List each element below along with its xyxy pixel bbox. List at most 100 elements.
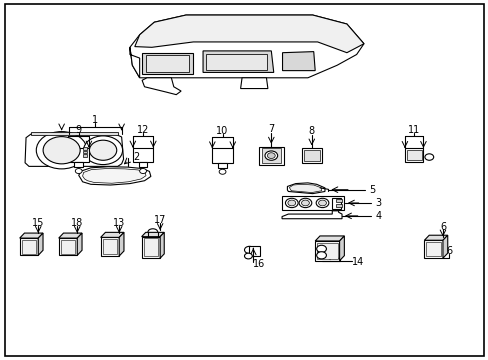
Circle shape (287, 200, 295, 206)
Circle shape (318, 200, 326, 206)
Polygon shape (203, 51, 273, 72)
Polygon shape (142, 78, 181, 95)
Text: 3: 3 (375, 198, 381, 208)
Polygon shape (38, 233, 43, 255)
Circle shape (244, 253, 252, 259)
Bar (146, 55, 188, 72)
Text: 18: 18 (71, 218, 83, 228)
Text: 6: 6 (446, 246, 451, 256)
Text: 5: 5 (369, 185, 375, 195)
Polygon shape (160, 232, 164, 258)
Text: 8: 8 (308, 126, 314, 136)
Bar (304, 150, 319, 161)
Text: 17: 17 (154, 215, 166, 225)
Circle shape (264, 151, 277, 160)
Text: 12: 12 (137, 125, 149, 135)
Text: 1: 1 (92, 116, 98, 126)
Polygon shape (130, 47, 140, 78)
Circle shape (75, 168, 82, 174)
Text: 7: 7 (267, 125, 274, 134)
Bar (21, 240, 36, 253)
Circle shape (89, 140, 117, 160)
Bar (133, 148, 153, 162)
Bar (331, 198, 340, 209)
Polygon shape (101, 237, 119, 256)
Polygon shape (424, 240, 442, 258)
Polygon shape (77, 233, 82, 255)
Text: 6: 6 (439, 222, 445, 231)
Bar (82, 150, 87, 153)
Bar (218, 163, 226, 168)
Polygon shape (135, 15, 363, 53)
Bar (74, 162, 83, 167)
Circle shape (244, 246, 254, 253)
Circle shape (299, 198, 311, 208)
Bar (426, 242, 440, 256)
Bar (82, 154, 87, 157)
Bar (68, 148, 89, 162)
Polygon shape (315, 241, 339, 261)
Circle shape (43, 136, 80, 164)
Circle shape (316, 198, 328, 208)
Polygon shape (20, 233, 43, 238)
Circle shape (285, 198, 298, 208)
Bar (335, 204, 341, 207)
Polygon shape (240, 78, 267, 89)
Bar (249, 246, 260, 256)
Polygon shape (59, 238, 77, 255)
Polygon shape (424, 235, 447, 240)
Bar (61, 240, 75, 253)
Bar (261, 148, 281, 163)
Polygon shape (119, 232, 124, 256)
Circle shape (267, 153, 275, 158)
Bar (406, 149, 421, 160)
Circle shape (83, 136, 122, 165)
Circle shape (301, 200, 309, 206)
Bar (302, 148, 321, 163)
Polygon shape (20, 238, 38, 255)
Circle shape (36, 132, 87, 169)
Polygon shape (25, 134, 123, 166)
Polygon shape (142, 53, 193, 74)
Polygon shape (442, 235, 447, 258)
Bar (282, 196, 344, 210)
Bar (317, 243, 337, 259)
Polygon shape (339, 236, 344, 261)
Text: 9: 9 (76, 125, 81, 135)
Polygon shape (101, 232, 124, 237)
Bar (206, 54, 267, 70)
Bar (259, 147, 283, 165)
Bar (31, 132, 118, 135)
Text: 4: 4 (375, 211, 381, 221)
Polygon shape (282, 51, 315, 71)
Text: 15: 15 (32, 218, 44, 228)
Polygon shape (315, 236, 344, 241)
Circle shape (219, 169, 225, 174)
Polygon shape (282, 211, 341, 219)
Circle shape (424, 154, 433, 160)
Text: 2: 2 (133, 152, 139, 162)
Polygon shape (59, 233, 82, 238)
Text: 10: 10 (216, 126, 228, 135)
Polygon shape (130, 15, 363, 78)
Polygon shape (287, 183, 325, 194)
Circle shape (316, 245, 326, 252)
Bar (404, 148, 423, 162)
Circle shape (140, 168, 146, 174)
Text: 13: 13 (113, 218, 125, 228)
Bar (335, 199, 341, 202)
Text: 14: 14 (351, 257, 363, 267)
Bar (139, 162, 147, 167)
Polygon shape (79, 167, 151, 185)
Circle shape (316, 252, 326, 259)
Bar (212, 148, 232, 163)
Bar (82, 147, 87, 149)
Polygon shape (142, 232, 164, 237)
Text: 16: 16 (252, 259, 264, 269)
Polygon shape (289, 184, 321, 193)
Bar (102, 239, 117, 254)
Polygon shape (142, 237, 160, 258)
Bar (143, 238, 158, 256)
Polygon shape (82, 168, 146, 183)
Text: 11: 11 (407, 125, 420, 135)
